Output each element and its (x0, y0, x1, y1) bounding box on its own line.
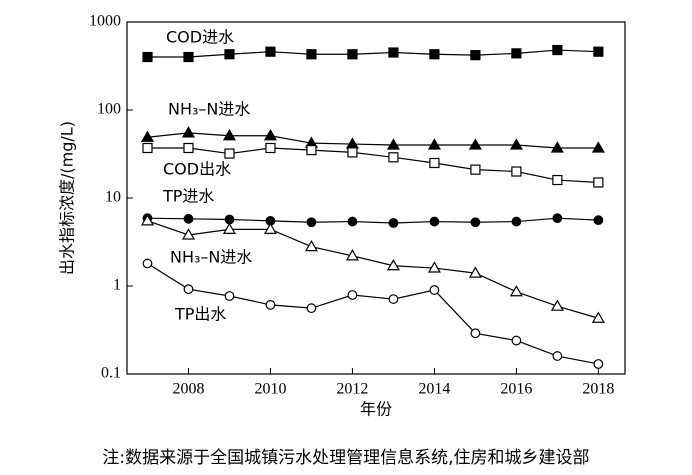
x-axis-label: 年份 (360, 400, 392, 419)
point (470, 50, 481, 61)
point (345, 137, 359, 149)
point (224, 148, 235, 159)
series-label: NH₃–N进水 (168, 100, 250, 119)
point (429, 49, 440, 60)
point (306, 49, 317, 60)
point (511, 216, 522, 227)
point (429, 157, 440, 169)
point (306, 145, 317, 156)
point (593, 359, 604, 369)
point (470, 164, 481, 175)
point (427, 138, 441, 150)
series-line (147, 147, 599, 184)
x-tick-label: 2014 (418, 381, 450, 398)
point (142, 51, 153, 63)
point (552, 44, 563, 56)
series-line (147, 132, 599, 149)
point (468, 138, 482, 150)
point (345, 249, 359, 261)
point (224, 214, 235, 225)
series-line (147, 220, 599, 319)
y-tick-label: 10 (105, 189, 121, 206)
footnote: 注:数据来源于全国城镇污水处理管理信息系统,住房和城乡建设部 (102, 448, 589, 468)
series-label: TP进水 (162, 187, 214, 206)
point (140, 130, 155, 142)
point (142, 258, 153, 269)
point (224, 49, 235, 60)
point (224, 291, 235, 301)
y-tick-label: 0.1 (101, 365, 121, 382)
point (388, 294, 399, 304)
point (183, 284, 194, 295)
point (429, 216, 440, 227)
point (265, 142, 276, 154)
point (263, 222, 277, 234)
point (347, 216, 358, 227)
point (347, 147, 358, 158)
point (222, 222, 237, 234)
point (593, 177, 604, 188)
point (591, 141, 605, 153)
point (509, 285, 523, 297)
series-label: NH₃–N进水 (170, 248, 252, 267)
point (550, 141, 564, 153)
point (183, 213, 194, 224)
point (470, 217, 481, 228)
point (306, 303, 317, 314)
point (388, 152, 399, 163)
point (347, 290, 358, 300)
point (552, 213, 563, 224)
x-tick-label: 2012 (336, 381, 368, 398)
point (470, 328, 481, 339)
point (429, 285, 440, 295)
series-line (147, 217, 599, 224)
point (550, 299, 564, 311)
point (552, 351, 563, 361)
point (347, 49, 358, 60)
point (511, 335, 522, 346)
series-line (147, 49, 599, 58)
x-tick-label: 2010 (254, 381, 286, 398)
point (593, 215, 604, 226)
point (511, 48, 522, 59)
point (427, 261, 441, 273)
point (304, 239, 318, 252)
point (183, 51, 194, 63)
y-axis-label: 出水指标浓度/(mg/L) (58, 121, 77, 275)
series-label: COD进水 (166, 28, 234, 47)
point (306, 217, 317, 228)
y-tick-label: 100 (97, 101, 121, 118)
point (511, 166, 522, 177)
point (509, 138, 523, 150)
point (386, 138, 400, 150)
point (265, 46, 276, 57)
point (183, 142, 194, 154)
point (591, 311, 605, 323)
x-tick-label: 2008 (172, 381, 204, 398)
point (142, 142, 153, 154)
series-label: TP出水 (174, 305, 226, 324)
point (181, 228, 196, 240)
x-tick-label: 2016 (500, 381, 532, 398)
point (181, 126, 196, 138)
point (593, 46, 604, 57)
point (552, 174, 563, 186)
point (222, 129, 237, 141)
point (265, 299, 276, 310)
x-tick-label: 2018 (582, 381, 614, 398)
point (388, 218, 399, 228)
point (140, 214, 155, 226)
point (468, 266, 482, 278)
point (386, 259, 400, 271)
series-label: COD出水 (163, 160, 231, 179)
point (263, 129, 277, 141)
point (388, 47, 399, 58)
series-line (147, 263, 599, 365)
y-tick-label: 1 (113, 277, 121, 294)
y-tick-label: 1000 (89, 13, 121, 30)
